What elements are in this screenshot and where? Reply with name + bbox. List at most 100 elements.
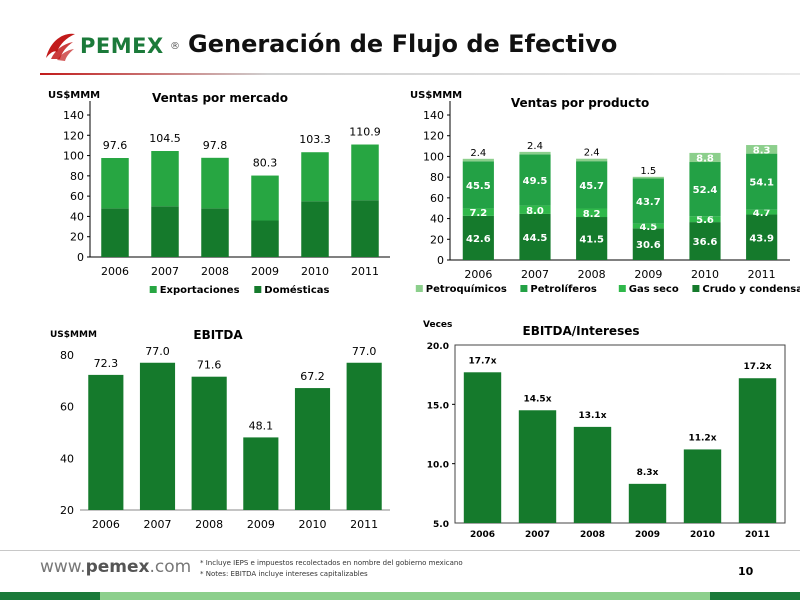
x-tick-label: 2011 — [350, 518, 378, 531]
bar-segment — [351, 144, 379, 201]
x-tick-label: 2007 — [525, 530, 550, 540]
bar-value-label: 2.4 — [584, 148, 600, 159]
bottom-band — [0, 592, 800, 600]
y-tick-label: 80 — [430, 171, 444, 184]
bar-value-label: 52.4 — [693, 185, 718, 196]
bar-segment — [519, 154, 551, 206]
x-tick-label: 2008 — [201, 265, 229, 278]
bar-value-label: 13.1x — [578, 411, 606, 421]
legend-swatch — [149, 286, 157, 293]
bar-segment — [746, 214, 778, 260]
bar-total-label: 110.9 — [349, 126, 381, 139]
bar-segment — [251, 220, 279, 257]
bar — [518, 410, 557, 523]
legend-swatch — [520, 285, 528, 292]
legend-label: Gas seco — [629, 284, 679, 295]
x-tick-label: 2011 — [745, 530, 770, 540]
bar-segment — [746, 145, 778, 154]
bar-value-label: 8.0 — [526, 206, 544, 217]
chart-ventas-por-producto: Ventas por producto US$MMM 0 20 40 60 80 100 120… — [410, 90, 800, 295]
bar-total-label: 80.3 — [253, 157, 278, 170]
legend-label: Petroquímicos — [426, 283, 507, 295]
bar-value-label: 71.6 — [197, 359, 222, 372]
y-tick-label: 15.0 — [427, 401, 449, 411]
x-tick-label: 2009 — [247, 518, 275, 531]
website-link[interactable]: www.pemex.com — [40, 557, 192, 577]
bar-value-label: 77.0 — [352, 345, 377, 358]
bar-value-label: 8.8 — [696, 153, 714, 164]
y-tick-label: 20 — [70, 231, 84, 244]
footer-divider — [0, 550, 800, 551]
bar-value-label: 8.3x — [637, 468, 659, 478]
page-title: Generación de Flujo de Efectivo — [188, 30, 618, 58]
bar-value-label: 4.5 — [639, 222, 657, 233]
bar — [139, 362, 176, 510]
bar-value-label: 44.5 — [523, 233, 548, 244]
bar-segment — [251, 175, 279, 221]
legend-label: Petrolíferos — [530, 283, 596, 295]
bar-value-label: 48.1 — [249, 419, 273, 432]
y-tick-label: 40 — [60, 452, 74, 465]
y-tick-label: 80 — [70, 170, 84, 183]
logo-wordmark: PEMEX — [80, 34, 164, 58]
x-tick-label: 2010 — [690, 530, 715, 540]
y-tick-label: 40 — [70, 210, 84, 223]
bar-segment — [462, 215, 494, 260]
bar-segment — [519, 213, 551, 260]
bar-segment — [201, 208, 229, 257]
bar — [191, 376, 227, 510]
y-tick-label: 120 — [63, 129, 84, 142]
bar — [573, 426, 612, 523]
x-tick-label: 2006 — [464, 268, 492, 281]
bar-segment — [689, 162, 721, 217]
bar-segment — [101, 158, 129, 209]
bar-segment — [462, 208, 494, 216]
y-axis-unit-label: US$MMM — [48, 90, 100, 101]
bar-value-label: 67.2 — [300, 370, 325, 383]
legend-swatch — [618, 285, 626, 292]
legend-label: Domésticas — [264, 284, 329, 296]
bar-value-label: 36.6 — [693, 237, 718, 248]
footnote-ebitda: * Notes: EBITDA incluye intereses capita… — [200, 570, 368, 578]
x-tick-label: 2007 — [151, 265, 179, 278]
bar-value-label: 54.1 — [749, 178, 774, 189]
x-tick-label: 2010 — [691, 268, 719, 281]
bar-value-label: 45.5 — [466, 181, 491, 192]
bar-value-label: 30.6 — [636, 240, 661, 251]
x-tick-label: 2011 — [748, 268, 776, 281]
bar-segment — [632, 178, 664, 224]
y-tick-label: 100 — [423, 150, 444, 163]
bar-total-label: 97.8 — [203, 139, 228, 152]
chart-title: Ventas por producto — [511, 96, 649, 110]
bar-segment — [151, 151, 179, 207]
legend-swatch — [254, 286, 262, 293]
bar-segment — [746, 209, 778, 215]
bar-segment — [351, 200, 379, 257]
bar-segment — [746, 153, 778, 210]
chart-ventas-por-mercado: Ventas por mercado US$MMM 0 20 40 60 80 100 120 1… — [48, 90, 390, 296]
bar-value-label: 8.2 — [583, 209, 601, 220]
bar-segment — [632, 228, 664, 260]
chart-ebitda: EBITDA US$MMM 20 40 60 80 72.3 77.0 71.6 48.1 67.2… — [50, 328, 390, 531]
bar-value-label: 17.2x — [743, 362, 771, 372]
bar-segment — [576, 161, 608, 209]
plot-frame — [80, 355, 390, 510]
y-tick-label: 20 — [430, 233, 444, 246]
bar-value-label: 14.5x — [523, 394, 551, 404]
x-tick-label: 2008 — [578, 268, 606, 281]
bar-value-label: 11.2x — [688, 433, 716, 443]
bar-value-label: 2.4 — [470, 148, 486, 159]
y-tick-label: 20 — [60, 504, 74, 517]
footnote-ieps: * Incluye IEPS e impuestos recolectados … — [200, 559, 463, 567]
y-tick-label: 0 — [77, 251, 84, 264]
legend-label: Crudo y condensados — [702, 284, 800, 295]
bar-segment — [201, 157, 229, 209]
bar-value-label: 77.0 — [145, 345, 170, 358]
bar-segment — [689, 222, 721, 260]
bar-segment — [632, 176, 664, 179]
bar — [294, 388, 331, 510]
y-tick-label: 60 — [60, 401, 74, 414]
bar — [88, 374, 124, 510]
bar-value-label: 7.2 — [469, 208, 487, 219]
chart-title: EBITDA/Intereses — [523, 324, 640, 338]
